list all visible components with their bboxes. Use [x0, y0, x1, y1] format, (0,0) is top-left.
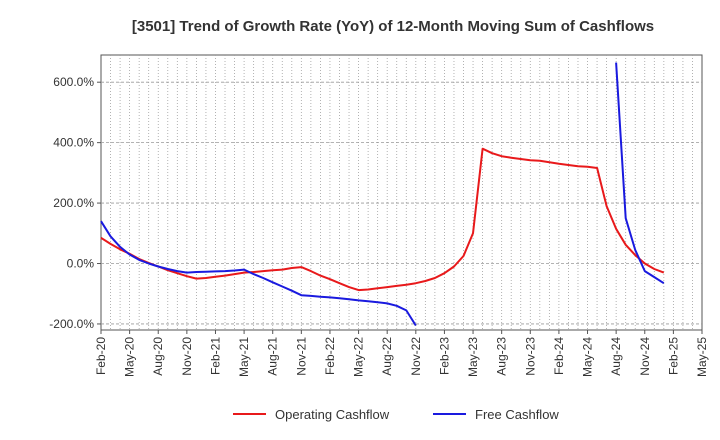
series-lines: [100, 62, 665, 327]
x-gridlines: [110, 55, 693, 330]
series-line-operating-cashflow: [100, 147, 665, 292]
x-tick-label: Nov-20: [180, 337, 194, 376]
y-tick-label: 600.0%: [53, 75, 94, 89]
x-tick-label: Feb-20: [94, 337, 108, 375]
x-tick-label: Feb-21: [208, 337, 222, 375]
chart-title: [3501] Trend of Growth Rate (YoY) of 12-…: [132, 18, 654, 35]
x-tick-label: May-22: [352, 337, 366, 377]
series-line-free-cashflow: [615, 62, 665, 285]
x-tick-label: Nov-23: [523, 337, 537, 376]
y-tick-label: 200.0%: [53, 196, 94, 210]
x-tick-label: Nov-24: [638, 337, 652, 376]
x-tick-label: May-25: [695, 337, 709, 377]
x-tick-label: Aug-22: [380, 337, 394, 376]
x-tick-label: Aug-23: [495, 337, 509, 376]
x-tick-label: Aug-24: [609, 337, 623, 376]
series-line-free-cashflow: [100, 220, 417, 327]
x-axis-ticks: Feb-20 May-20 Aug-20 Nov-20 Feb-21 May-21 Aug-…: [94, 330, 709, 377]
x-tick-label: Feb-22: [323, 337, 337, 375]
plot-area: [100, 54, 703, 331]
x-tick-label: May-23: [466, 337, 480, 377]
x-tick-label: Feb-23: [437, 337, 451, 375]
y-axis-ticks: 600.0% 400.0% 200.0% 0.0% -200.0%: [49, 75, 101, 331]
x-tick-label: Aug-20: [151, 337, 165, 376]
y-tick-label: 0.0%: [67, 257, 95, 271]
x-tick-label: May-21: [237, 337, 251, 377]
legend-label-free-cashflow: Free Cashflow: [475, 407, 559, 422]
x-tick-label: Nov-22: [409, 337, 423, 376]
x-tick-label: May-24: [581, 337, 595, 377]
x-tick-label: May-20: [123, 337, 137, 377]
x-tick-label: Nov-21: [294, 337, 308, 376]
y-tick-label: -200.0%: [49, 317, 94, 331]
legend-label-operating-cashflow: Operating Cashflow: [275, 407, 390, 422]
y-tick-label: 400.0%: [53, 136, 94, 150]
x-tick-label: Feb-24: [552, 337, 566, 375]
x-tick-label: Feb-25: [666, 337, 680, 375]
x-tick-label: Aug-21: [266, 337, 280, 376]
y-gridlines: [101, 81, 702, 325]
legend: Operating Cashflow Free Cashflow: [233, 407, 559, 422]
